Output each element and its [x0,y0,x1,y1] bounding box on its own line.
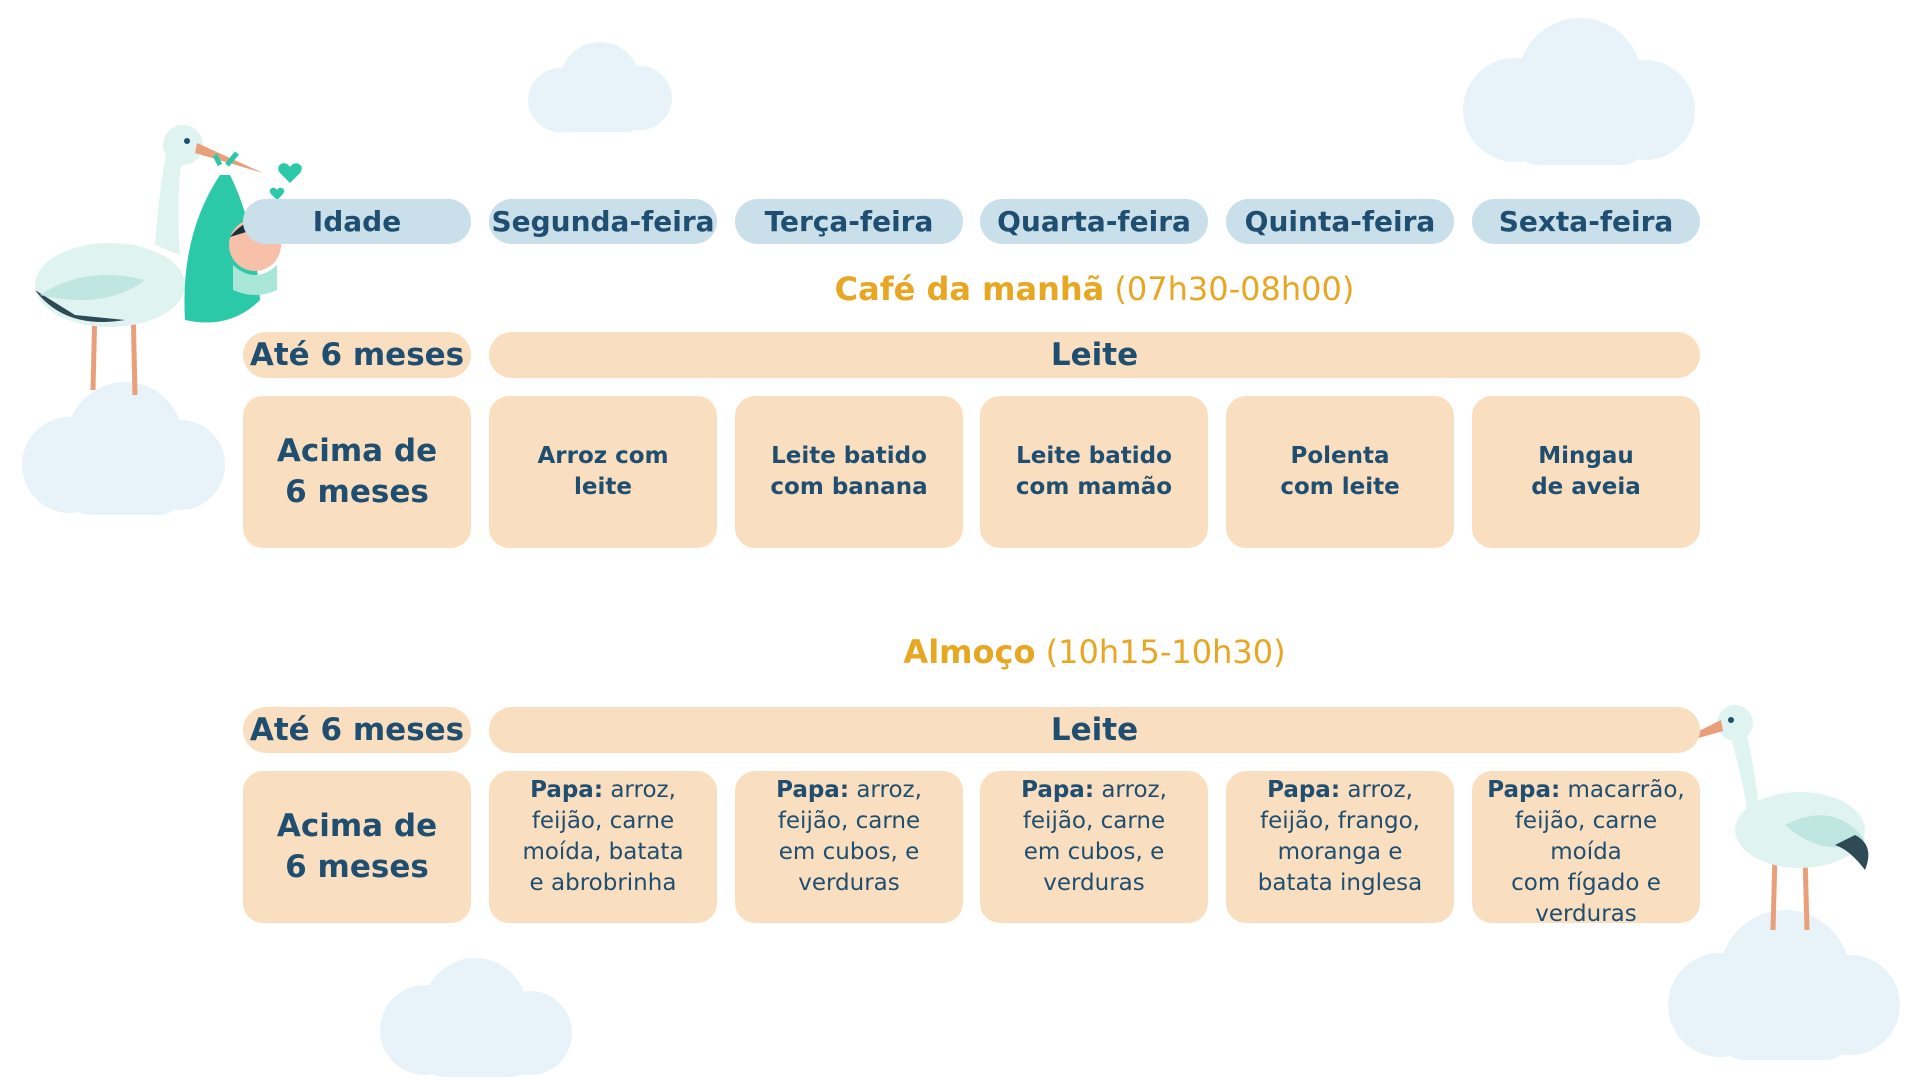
lunch-item-text: arroz, feijão, carne em cubos, e verdura… [777,777,922,896]
lunch-item-text: arroz, feijão, carne em cubos, e verdura… [1022,777,1167,896]
lunch-item-segunda: Papa: arroz, feijão, carne moída, batata… [489,771,717,923]
lunch-item-text: macarrão, feijão, carne moída com fígado… [1511,777,1685,927]
breakfast-item-segunda: Arroz com leite [489,396,717,548]
lunch-time: (10h15-10h30) [1045,633,1286,671]
breakfast-item-quinta: Polenta com leite [1226,396,1454,548]
lunch-item-prefix: Papa: [530,777,604,803]
lunch-item-terca: Papa: arroz, feijão, carne em cubos, e v… [735,771,963,923]
breakfast-under6-label: Até 6 meses [243,332,471,378]
breakfast-item-quarta: Leite batido com mamão [980,396,1208,548]
header-sexta: Sexta-feira [1472,199,1700,244]
lunch-title: Almoço (10h15-10h30) [489,633,1700,671]
heart-icon [269,187,285,200]
breakfast-item-sexta: Mingau de aveia [1472,396,1700,548]
lunch-item-sexta: Papa: macarrão, feijão, carne moída com … [1472,771,1700,927]
breakfast-under6-value: Leite [489,332,1700,378]
lunch-under6-value: Leite [489,707,1700,753]
lunch-item-prefix: Papa: [776,777,850,803]
cloud-icon [528,42,672,132]
lunch-item-text: arroz, feijão, carne moída, batata e abr… [522,777,684,896]
cloud-icon [380,958,572,1077]
breakfast-title: Café da manhã (07h30-08h00) [489,270,1700,308]
cloud-icon [22,382,225,515]
breakfast-time: (07h30-08h00) [1114,270,1355,308]
breakfast-over6-label: Acima de 6 meses [243,396,471,548]
cloud-icon [1463,18,1695,165]
lunch-item-quarta: Papa: arroz, feijão, carne em cubos, e v… [980,771,1208,923]
lunch-item-prefix: Papa: [1267,777,1341,803]
lunch-name: Almoço [903,633,1036,671]
header-segunda: Segunda-feira [489,199,717,244]
lunch-item-prefix: Papa: [1487,777,1561,803]
lunch-item-text: arroz, feijão, frango, moranga e batata … [1257,777,1423,896]
breakfast-name: Café da manhã [834,270,1105,308]
header-quarta: Quarta-feira [980,199,1208,244]
lunch-over6-label: Acima de 6 meses [243,771,471,923]
stork-icon [1667,705,1869,931]
cloud-icon [1668,910,1900,1060]
header-terca: Terça-feira [735,199,963,244]
stork-with-baby-icon [35,125,302,396]
lunch-item-prefix: Papa: [1021,777,1095,803]
lunch-under6-label: Até 6 meses [243,707,471,753]
header-idade: Idade [243,199,471,244]
lunch-item-quinta: Papa: arroz, feijão, frango, moranga e b… [1226,771,1454,923]
heart-icon [278,163,302,183]
breakfast-item-terca: Leite batido com banana [735,396,963,548]
header-quinta: Quinta-feira [1226,199,1454,244]
